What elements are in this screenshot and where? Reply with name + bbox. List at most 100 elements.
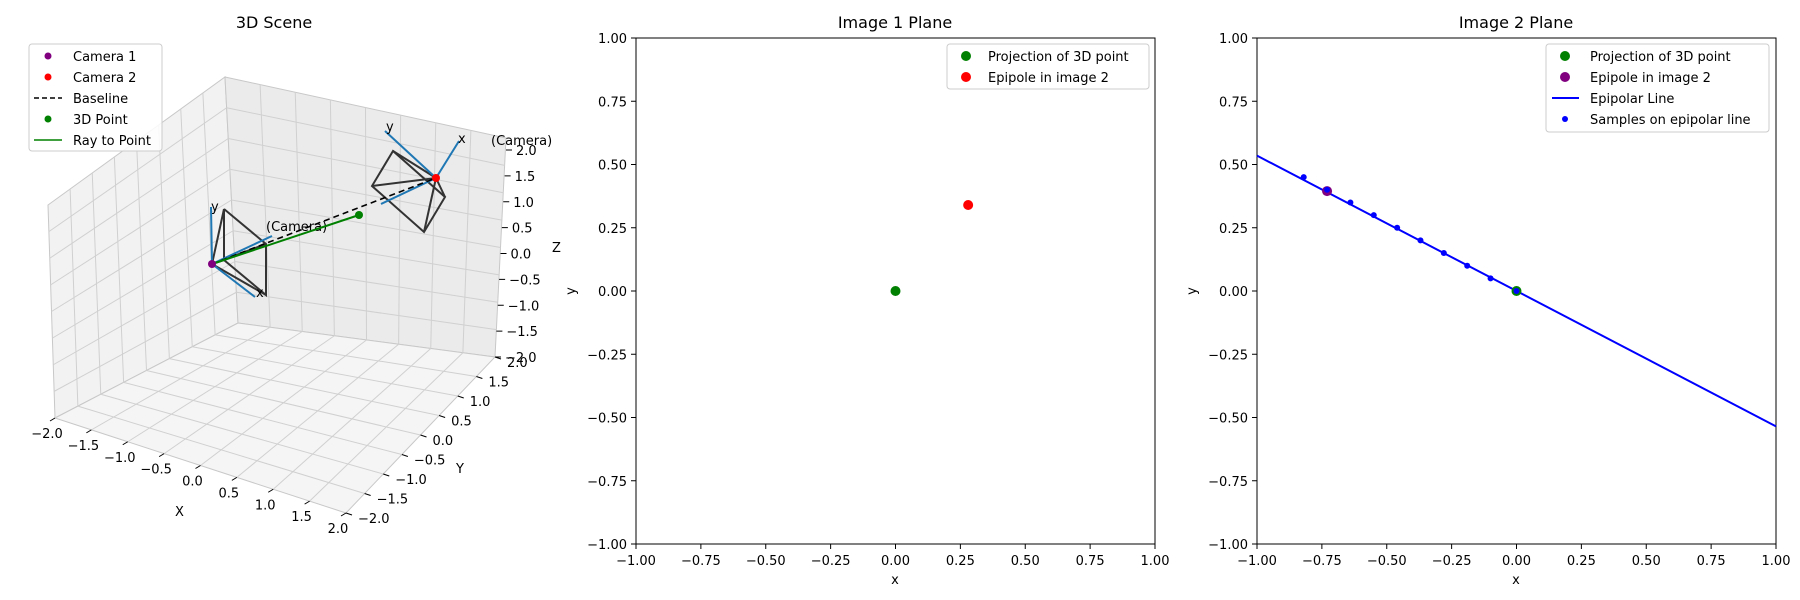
x-tick-mark	[340, 512, 347, 517]
x-tick-label: −0.75	[681, 554, 721, 569]
grid-line	[192, 346, 458, 397]
epipolar-sample-point	[1440, 250, 1447, 257]
x-tick-mark	[304, 500, 310, 505]
y-tick-label: 1.00	[1219, 32, 1248, 47]
legend-image-2-box	[1545, 43, 1770, 133]
y-tick-mark	[401, 454, 409, 457]
legend-3d-label: Baseline	[73, 92, 128, 107]
image-2-axes-frame	[1256, 37, 1777, 545]
x-tick-label: 0.5	[219, 486, 240, 501]
ylabel-3d: Y	[455, 462, 464, 477]
panel-image-1-plane: Image 1 Plane −1.00 −0.75 −0.50 −0.25 0.00 0.…	[564, 13, 1169, 588]
y-tick-mark	[476, 376, 483, 379]
legend-3d-label: Camera 2	[73, 71, 136, 86]
z-ticks-3d: −2.0 −1.5 −1.0 −0.5 0.0 0.5 1.0 1.5 2.0	[495, 144, 541, 366]
x-tick-label: −1.00	[1237, 554, 1277, 569]
x-tick-label: 0.0	[182, 475, 203, 490]
y-tick-label: 0.0	[433, 434, 454, 449]
legend-image-2-marker	[1562, 116, 1568, 122]
grid-line	[48, 107, 227, 233]
legend-3d-label: 3D Point	[73, 113, 128, 128]
x-tick-label: −1.0	[104, 451, 136, 466]
y-tick-label: −0.50	[1208, 412, 1248, 427]
epipolar-sample-point	[1487, 275, 1494, 282]
legend-image-2-label: Epipole in image 2	[1590, 71, 1711, 86]
legend-3d-label: Camera 1	[73, 50, 136, 65]
x-tick-label: 1.0	[255, 498, 276, 513]
xlabel-3d: X	[175, 505, 184, 520]
legend-image-1: Projection of 3D point Epipole in image 2	[946, 43, 1150, 90]
y-tick-label: −0.50	[587, 412, 627, 427]
ray-to-point-line	[211, 214, 360, 265]
y-tick-mark	[364, 493, 371, 496]
legend-3d: Camera 1 Camera 2 Baseline 3D Point Ray to P…	[28, 43, 163, 152]
image-1-point	[963, 199, 974, 210]
camera-1-axis-x-label: x	[256, 286, 264, 301]
camera-1-axis-y-label: y	[211, 200, 219, 215]
image-2-ticks: −1.00 −0.75 −0.50 −0.25 0.00 0.25 0.50 0.75 1.00…	[1208, 32, 1790, 569]
x-tick-label: −0.25	[1432, 554, 1472, 569]
y-tick-label: 2.0	[507, 356, 528, 371]
title-image-2: Image 2 Plane	[1459, 13, 1573, 32]
panel-image-2-plane: Image 2 Plane −1.00 −0.75 −0.50 −0.25 0.00 0.…	[1185, 13, 1790, 588]
z-tick-label: −0.5	[509, 273, 541, 288]
title-3d-scene: 3D Scene	[236, 13, 312, 32]
epipolar-sample-point	[1394, 224, 1401, 231]
y-tick-label: −1.00	[587, 538, 627, 553]
y-tick-label: −0.25	[587, 348, 627, 363]
epipolar-sample-point	[1300, 174, 1307, 181]
y-tick-label: −0.5	[414, 454, 446, 469]
y-tick-label: 1.0	[470, 395, 491, 410]
x-tick-label: −0.50	[746, 554, 786, 569]
legend-3d-box	[28, 43, 163, 152]
legend-image-1-label: Projection of 3D point	[988, 50, 1129, 65]
camera-2-point	[432, 174, 440, 182]
z-tick-label: −2.0	[505, 351, 537, 366]
y-tick-label: −0.75	[587, 475, 627, 490]
x-tick-label: −1.00	[616, 554, 656, 569]
grid-line	[228, 138, 504, 194]
camera-1-annotation: (Camera)	[266, 220, 327, 235]
camera-2-axes	[380, 130, 460, 205]
grid-line	[49, 138, 229, 259]
x-tick-mark	[49, 417, 56, 422]
grid-line	[272, 348, 432, 490]
z-tick-label: 0.5	[512, 222, 533, 237]
x-tick-mark	[158, 453, 165, 458]
zlabel-3d: Z	[552, 241, 561, 256]
grid-line	[51, 199, 232, 312]
ylabel-image-1: y	[564, 287, 579, 295]
x-tick-label: 0.25	[946, 554, 975, 569]
camera-2-axis-y-label: y	[386, 120, 394, 135]
x-tick-label: −0.5	[140, 463, 172, 478]
z-tick-label: −1.5	[506, 325, 538, 340]
grid-line	[180, 108, 193, 347]
grid-line	[50, 168, 231, 286]
x-tick-label: −1.5	[68, 439, 100, 454]
epipolar-sample-point	[1417, 237, 1424, 244]
x-tick-label: 0.75	[1076, 554, 1105, 569]
x-tick-label: 0.00	[881, 554, 910, 569]
epipolar-sample-point	[1370, 212, 1377, 219]
legend-image-2-label: Epipolar Line	[1590, 92, 1674, 107]
y-tick-label: 1.5	[488, 376, 509, 391]
title-image-1: Image 1 Plane	[838, 13, 952, 32]
y-tick-label: 0.50	[1219, 159, 1248, 174]
legend-image-2-label: Projection of 3D point	[1590, 50, 1731, 65]
grid-line	[309, 352, 464, 502]
x-tick-label: 0.50	[1632, 554, 1661, 569]
x-ticks-3d: −2.0 −1.5 −1.0 −0.5 0.0 0.5 1.0 1.5 2.0	[31, 417, 348, 537]
image-2-marks	[1256, 154, 1777, 428]
grid-line	[215, 334, 477, 377]
grid-line	[236, 343, 399, 478]
grid-3d	[48, 84, 505, 502]
x-tick-label: 0.50	[1011, 554, 1040, 569]
y-tick-label: −0.25	[1208, 348, 1248, 363]
x-tick-label: −0.25	[811, 554, 851, 569]
y-tick-mark	[383, 473, 390, 477]
epipolar-sample-point	[1324, 186, 1331, 193]
y-ticks-3d: −2.0 −1.5 −1.0 −0.5 0.0 0.5 1.0 1.5 2.0	[345, 356, 528, 527]
x-tick-label: 0.00	[1502, 554, 1531, 569]
legend-3d-marker	[44, 52, 52, 60]
